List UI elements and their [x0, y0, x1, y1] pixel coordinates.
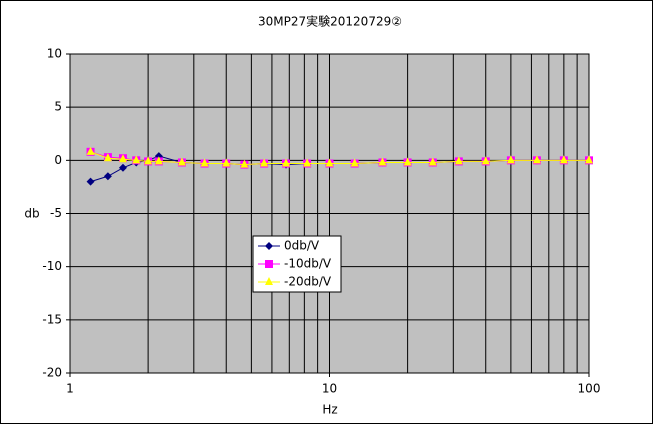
- x-tick-label: 1: [66, 382, 74, 396]
- legend-label: 0db/V: [284, 239, 320, 253]
- y-tick-label: -5: [50, 206, 62, 220]
- y-tick-label: -20: [42, 366, 62, 380]
- legend-marker: [265, 277, 273, 285]
- legend-marker: [265, 260, 273, 268]
- marker: [177, 157, 186, 166]
- marker: [428, 157, 437, 166]
- marker: [506, 155, 515, 164]
- y-axis-label: db: [24, 207, 39, 221]
- y-tick-label: 0: [54, 153, 62, 167]
- marker: [144, 156, 153, 165]
- marker: [118, 163, 127, 172]
- marker: [378, 157, 387, 166]
- marker: [303, 158, 312, 167]
- marker: [154, 156, 163, 165]
- marker: [240, 159, 249, 168]
- legend-marker: [265, 242, 273, 250]
- marker: [403, 157, 412, 166]
- y-tick-label: -15: [42, 312, 62, 326]
- marker: [86, 146, 95, 155]
- marker: [585, 155, 593, 164]
- marker: [222, 158, 231, 167]
- marker: [532, 155, 541, 164]
- chart-title: 30MP27実験20120729②: [258, 14, 402, 29]
- marker: [325, 158, 334, 167]
- marker: [260, 158, 269, 167]
- y-tick-label: 5: [54, 100, 62, 114]
- marker: [118, 154, 127, 163]
- marker: [132, 155, 141, 164]
- marker: [481, 156, 490, 165]
- marker: [282, 158, 291, 167]
- marker: [454, 156, 463, 165]
- y-tick-label: -10: [42, 259, 62, 273]
- marker: [103, 153, 112, 162]
- x-tick-label: 10: [322, 382, 337, 396]
- legend-label: -20db/V: [284, 275, 332, 289]
- x-tick-label: 100: [578, 382, 601, 396]
- y-tick-label: 10: [47, 47, 62, 61]
- marker: [103, 172, 112, 181]
- legend-label: -10db/V: [284, 257, 332, 271]
- marker: [200, 158, 209, 167]
- x-axis-label: Hz: [322, 403, 337, 417]
- marker: [86, 177, 95, 186]
- marker: [350, 158, 359, 167]
- marker: [559, 155, 568, 164]
